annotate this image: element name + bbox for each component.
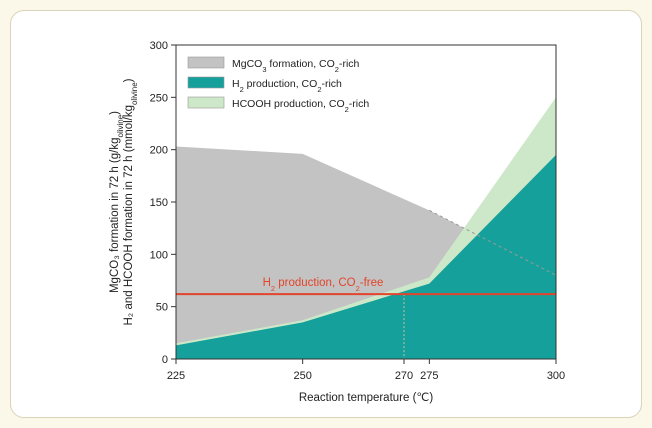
legend: MgCO3 formation, CO2-rich H2 production, …: [187, 56, 369, 114]
y-tick-label: 300: [150, 40, 168, 52]
legend-label-0: MgCO3 formation, CO2-rich: [232, 58, 360, 74]
x-tick-label: 275: [420, 370, 438, 382]
x-tick-label: 250: [293, 370, 311, 382]
x-tick-label-highlight: 270: [395, 370, 413, 382]
legend-swatch-1: [187, 96, 225, 109]
x-tick-label: 225: [167, 370, 185, 382]
y-tick-label: 150: [150, 197, 168, 209]
legend-label-2: H2 production, CO2-rich: [232, 78, 342, 94]
y-tick-label: 0: [162, 354, 168, 366]
x-tick-label: 300: [547, 370, 565, 382]
legend-swatch-0: [187, 56, 225, 69]
legend-swatch-2: [187, 76, 225, 89]
y-tick-label: 100: [150, 249, 168, 261]
y-axis-title-mgco3: MgCO₃ formation in 72 h (g/kgolivine): [109, 111, 125, 293]
y-tick-label: 250: [150, 92, 168, 104]
legend-label-1: HCOOH production, CO2-rich: [232, 98, 369, 114]
y-tick-label: 50: [156, 302, 168, 314]
x-axis-title: Reaction temperature (℃): [299, 392, 434, 404]
series-area-2: [176, 154, 556, 359]
y-axis-title-h2-hcooh: H₂ and HCOOH formation in 72 h (mmol/kgo…: [123, 78, 139, 325]
y-tick-label: 200: [150, 145, 168, 157]
reference-line-label: H2 production, CO2-free: [263, 277, 384, 293]
